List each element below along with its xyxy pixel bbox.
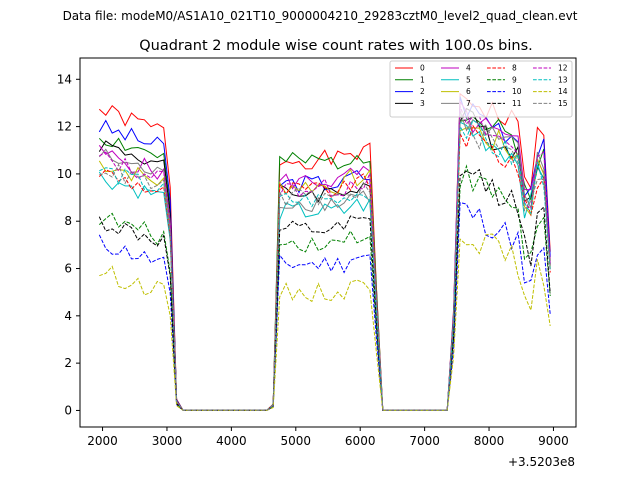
legend-label-5: 5	[466, 75, 471, 84]
legend-box	[389, 60, 573, 118]
legend-label-6: 6	[466, 87, 471, 96]
legend-label-10: 10	[512, 87, 522, 96]
y-tick-label: 0	[64, 403, 72, 417]
x-tick-label: 3000	[152, 434, 183, 448]
legend-label-2: 2	[420, 87, 425, 96]
y-tick-label: 8	[64, 214, 72, 228]
x-offset-label: +3.5203e8	[508, 455, 575, 469]
legend-label-13: 13	[558, 75, 568, 84]
series-line-15	[99, 116, 551, 411]
y-tick-label: 14	[57, 72, 72, 86]
series-line-13	[99, 119, 551, 411]
legend-label-3: 3	[420, 99, 425, 108]
x-tick-label: 9000	[538, 434, 569, 448]
legend-label-14: 14	[558, 87, 568, 96]
x-tick-label: 5000	[281, 434, 312, 448]
legend-label-9: 9	[512, 75, 517, 84]
y-tick-label: 12	[57, 120, 72, 134]
series-line-11	[98, 168, 551, 411]
series-line-14	[99, 233, 551, 411]
y-tick-label: 10	[57, 167, 72, 181]
series-line-8	[98, 124, 551, 411]
y-tick-label: 2	[64, 356, 72, 370]
plot-lines	[98, 92, 551, 411]
legend-label-4: 4	[466, 64, 471, 73]
legend-label-0: 0	[420, 64, 425, 73]
series-line-9	[98, 164, 551, 411]
x-tick-label: 7000	[409, 434, 440, 448]
legend-label-1: 1	[420, 75, 425, 84]
y-tick-label: 4	[64, 309, 72, 323]
y-tick-label: 6	[64, 262, 72, 276]
legend-label-7: 7	[466, 99, 471, 108]
x-tick-label: 8000	[474, 434, 505, 448]
x-tick-label: 2000	[87, 434, 118, 448]
plot-frame	[79, 57, 577, 428]
legend-label-8: 8	[512, 64, 517, 73]
legend-label-12: 12	[558, 64, 568, 73]
chart-title: Quadrant 2 module wise count rates with …	[139, 38, 533, 54]
x-tick-label: 4000	[216, 434, 247, 448]
suptitle: Data file: modeM0/AS1A10_021T10_90000042…	[63, 9, 578, 23]
axes-ticks: 2000 3000 4000 5000 6000 7000 8000 9000 0 2 4 6 8 10 1…	[57, 72, 569, 448]
legend-label-15: 15	[558, 99, 568, 108]
x-tick-label: 6000	[345, 434, 376, 448]
legend-label-11: 11	[512, 99, 522, 108]
